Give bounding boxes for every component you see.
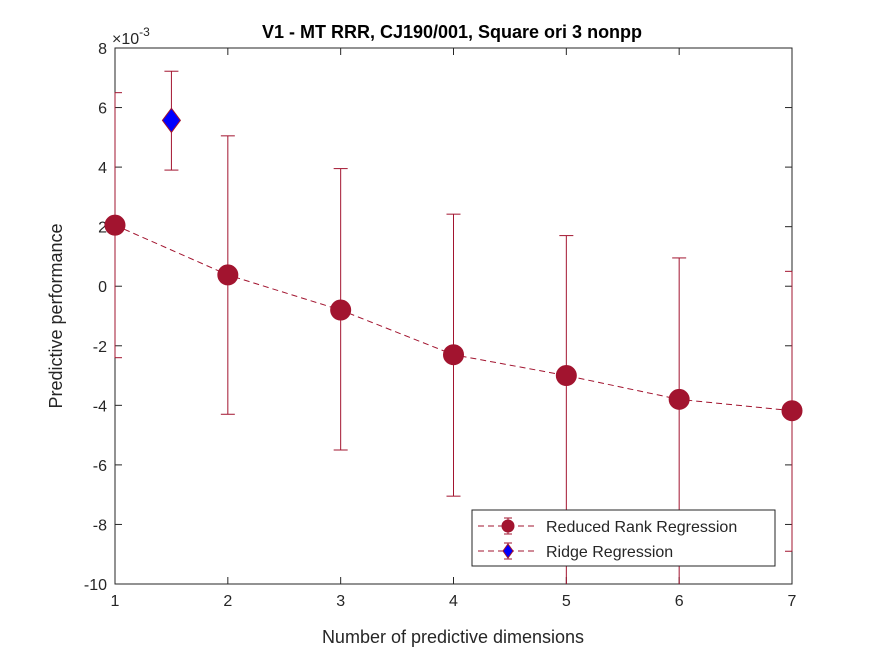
y-tick-label: 0 — [98, 279, 107, 296]
legend: Reduced Rank Regression Ridge Regression — [471, 509, 776, 567]
x-tick-label: 7 — [788, 593, 797, 610]
data-point — [217, 264, 239, 286]
y-axis-exponent: ×10-3 — [112, 25, 150, 48]
y-tick-label: 8 — [98, 41, 107, 58]
y-tick-label: -4 — [93, 398, 107, 415]
data-point — [330, 299, 352, 321]
x-tick-label: 5 — [562, 593, 571, 610]
y-axis-exponent-power: -3 — [139, 25, 150, 39]
data-point — [443, 344, 464, 366]
y-tick-label: -8 — [93, 517, 107, 534]
series-reduced-rank-regression — [104, 92, 803, 584]
legend-box — [471, 509, 776, 567]
y-tick-label: 6 — [98, 101, 107, 118]
data-point — [668, 388, 690, 410]
data-point — [781, 400, 803, 422]
x-tick-label: 1 — [111, 593, 120, 610]
legend-marker-diamond — [502, 543, 514, 559]
data-point — [104, 214, 126, 236]
y-axis-label: Predictive performance — [46, 223, 66, 408]
y-tick-label: 2 — [98, 220, 107, 237]
x-axis-label: Number of predictive dimensions — [322, 627, 584, 647]
y-tick-label: -6 — [93, 458, 107, 475]
y-tick-label: 4 — [98, 160, 107, 177]
x-tick-label: 3 — [336, 593, 345, 610]
legend-label: Reduced Rank Regression — [546, 519, 737, 536]
x-tick-label: 6 — [675, 593, 684, 610]
legend-marker-circle — [501, 519, 515, 533]
x-tick-label: 2 — [223, 593, 232, 610]
x-tick-label: 4 — [449, 593, 458, 610]
y-tick-label: -2 — [93, 339, 107, 356]
series-ridge-regression — [161, 70, 182, 171]
y-axis-exponent-base: ×10 — [112, 31, 139, 48]
chart-title: V1 - MT RRR, CJ190/001, Square ori 3 non… — [262, 22, 642, 42]
data-point — [555, 365, 577, 387]
series-layer — [104, 70, 803, 584]
y-tick-label: -10 — [84, 577, 107, 594]
data-point — [161, 107, 182, 134]
legend-label: Ridge Regression — [546, 544, 673, 561]
